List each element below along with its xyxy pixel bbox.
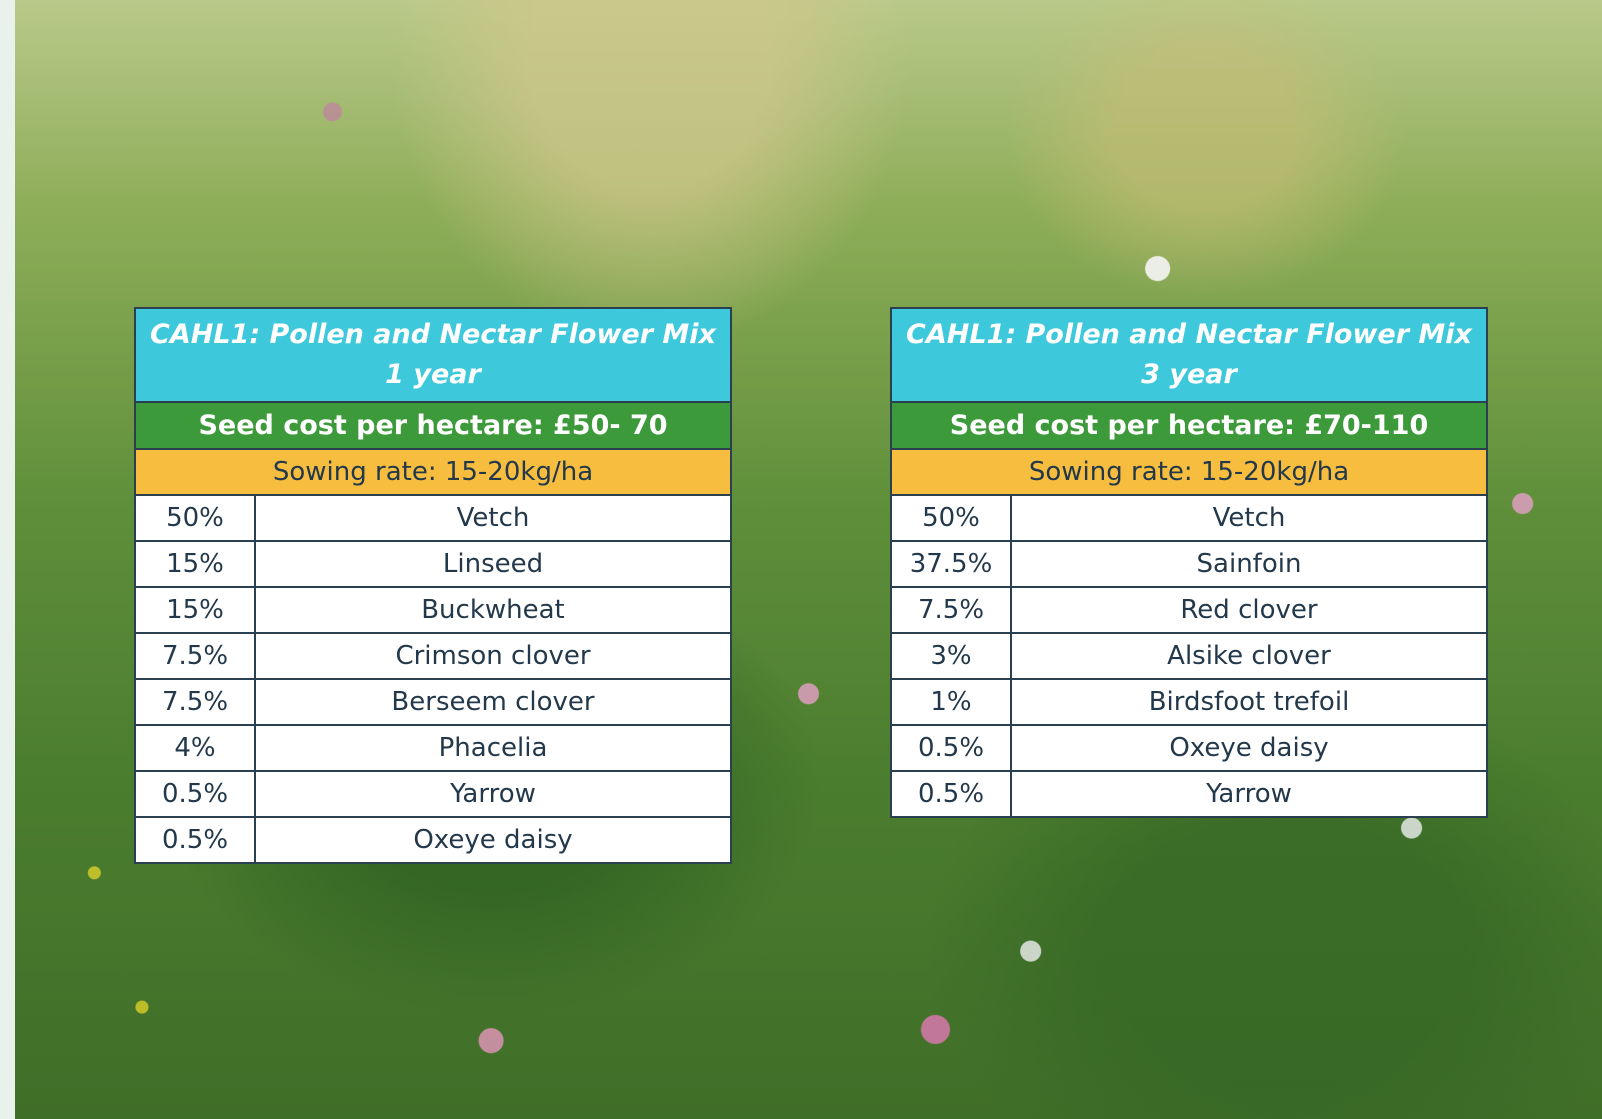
mix-row: 50%Vetch xyxy=(136,496,730,542)
species-name: Vetch xyxy=(1012,496,1486,540)
mix-row: 0.5%Yarrow xyxy=(136,772,730,818)
species-name: Buckwheat xyxy=(256,588,730,632)
species-name: Red clover xyxy=(1012,588,1486,632)
page: CAHL1: Pollen and Nectar Flower Mix1 yea… xyxy=(0,0,1602,1119)
sowing-rate: Sowing rate: 15-20kg/ha xyxy=(136,450,730,496)
species-name: Berseem clover xyxy=(256,680,730,724)
mix-row: 0.5%Oxeye daisy xyxy=(136,818,730,862)
mix-row: 1%Birdsfoot trefoil xyxy=(892,680,1486,726)
mix-row: 7.5%Berseem clover xyxy=(136,680,730,726)
species-name: Crimson clover xyxy=(256,634,730,678)
mix-row: 7.5%Red clover xyxy=(892,588,1486,634)
percentage: 15% xyxy=(136,588,256,632)
mix-row: 4%Phacelia xyxy=(136,726,730,772)
species-name: Oxeye daisy xyxy=(1012,726,1486,770)
percentage: 1% xyxy=(892,680,1012,724)
table-subtitle: 3 year xyxy=(892,355,1486,395)
species-name: Sainfoin xyxy=(1012,542,1486,586)
percentage: 0.5% xyxy=(892,726,1012,770)
mix-row: 15%Buckwheat xyxy=(136,588,730,634)
species-name: Linseed xyxy=(256,542,730,586)
percentage: 7.5% xyxy=(892,588,1012,632)
percentage: 50% xyxy=(136,496,256,540)
percentage: 0.5% xyxy=(136,818,256,862)
species-name: Yarrow xyxy=(1012,772,1486,816)
table-subtitle: 1 year xyxy=(136,355,730,395)
percentage: 7.5% xyxy=(136,680,256,724)
mix-row: 0.5%Yarrow xyxy=(892,772,1486,816)
mix-row: 0.5%Oxeye daisy xyxy=(892,726,1486,772)
species-name: Yarrow xyxy=(256,772,730,816)
percentage: 37.5% xyxy=(892,542,1012,586)
percentage: 50% xyxy=(892,496,1012,540)
percentage: 15% xyxy=(136,542,256,586)
species-name: Birdsfoot trefoil xyxy=(1012,680,1486,724)
table-title: CAHL1: Pollen and Nectar Flower Mix xyxy=(136,315,730,355)
percentage: 4% xyxy=(136,726,256,770)
mix-row: 3%Alsike clover xyxy=(892,634,1486,680)
percentage: 0.5% xyxy=(136,772,256,816)
percentage: 7.5% xyxy=(136,634,256,678)
seed-cost: Seed cost per hectare: £50- 70 xyxy=(136,403,730,450)
species-name: Vetch xyxy=(256,496,730,540)
species-name: Alsike clover xyxy=(1012,634,1486,678)
mix-row: 15%Linseed xyxy=(136,542,730,588)
sowing-rate: Sowing rate: 15-20kg/ha xyxy=(892,450,1486,496)
mix-row: 50%Vetch xyxy=(892,496,1486,542)
percentage: 3% xyxy=(892,634,1012,678)
mix-row: 7.5%Crimson clover xyxy=(136,634,730,680)
mix-row: 37.5%Sainfoin xyxy=(892,542,1486,588)
species-name: Phacelia xyxy=(256,726,730,770)
seed-cost: Seed cost per hectare: £70-110 xyxy=(892,403,1486,450)
species-name: Oxeye daisy xyxy=(256,818,730,862)
percentage: 0.5% xyxy=(892,772,1012,816)
table-title: CAHL1: Pollen and Nectar Flower Mix xyxy=(892,315,1486,355)
